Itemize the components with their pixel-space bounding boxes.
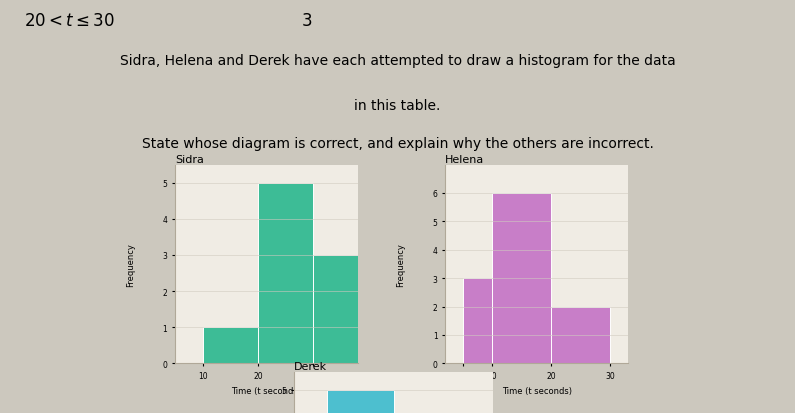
Text: Sidra, Helena and Derek have each attempted to draw a histogram for the data: Sidra, Helena and Derek have each attemp… (119, 54, 676, 68)
Text: $20 < t \leq 30$: $20 < t \leq 30$ (24, 12, 114, 30)
Bar (463, 278, 492, 363)
Text: in this table.: in this table. (355, 99, 440, 113)
Bar (203, 328, 258, 363)
Text: Sidra: Sidra (175, 154, 204, 164)
Bar (328, 390, 394, 413)
Text: Helena: Helena (445, 154, 484, 164)
Text: State whose diagram is correct, and explain why the others are incorrect.: State whose diagram is correct, and expl… (142, 136, 653, 150)
Bar (313, 255, 369, 363)
X-axis label: Time (t seconds): Time (t seconds) (231, 386, 301, 394)
Y-axis label: Frequency: Frequency (126, 242, 134, 286)
X-axis label: Time (t seconds): Time (t seconds) (502, 386, 572, 394)
Y-axis label: Frequency: Frequency (396, 242, 405, 286)
Bar (492, 194, 552, 363)
Bar (552, 307, 611, 363)
Bar (258, 183, 313, 363)
Text: Derek: Derek (294, 361, 328, 371)
Text: 3: 3 (302, 12, 312, 30)
